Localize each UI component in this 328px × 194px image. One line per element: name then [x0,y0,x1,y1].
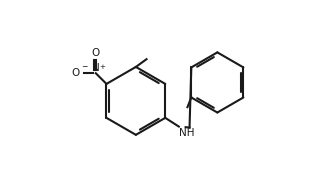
Text: O: O [92,48,100,58]
Text: −: − [81,62,88,71]
Text: N: N [92,63,100,73]
Text: O: O [72,68,80,78]
Text: NH: NH [179,128,195,138]
Text: +: + [99,64,105,70]
